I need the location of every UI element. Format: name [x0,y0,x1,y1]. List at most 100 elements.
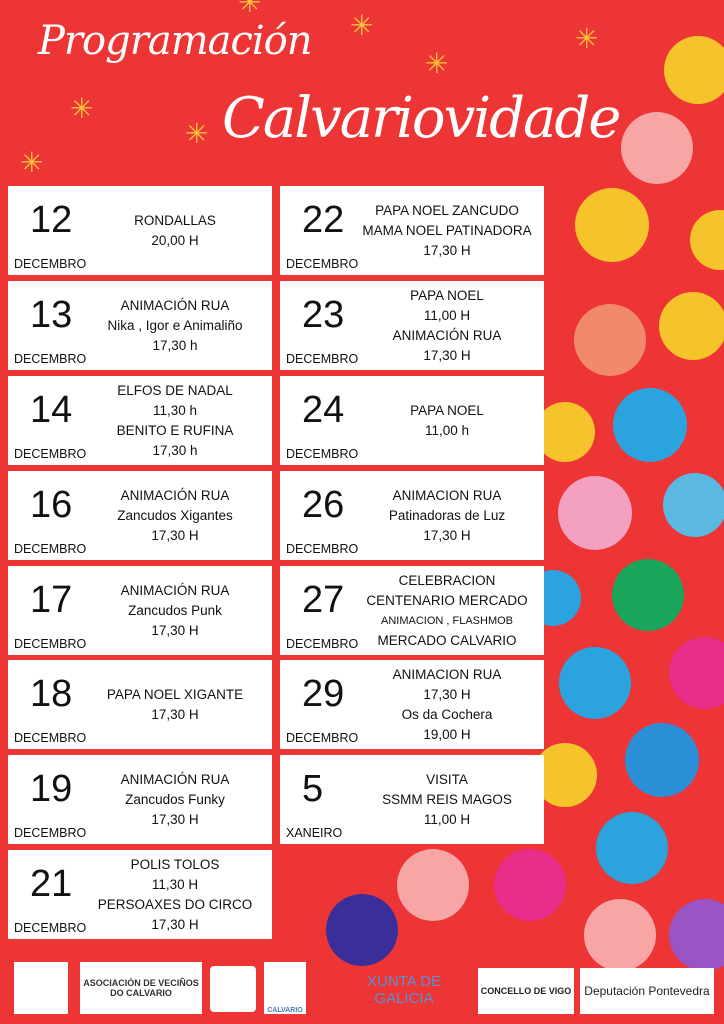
event-line: 17,30 H [423,347,471,363]
event-card: 17 DECEMBRO ANIMACIÓN RUA Zancudos Punk 17… [8,566,272,655]
event-day: 26 [302,484,345,526]
bauble-icon [663,473,724,537]
event-card: 29 DECEMBRO ANIMACION RUA 17,30 H Os da Co… [280,660,544,749]
title-line-2: Calvariovidade [222,86,621,151]
bauble-icon [596,812,668,884]
event-month: DECEMBRO [286,352,359,366]
event-line: POLIS TOLOS [130,856,220,872]
event-line: ANIMACION RUA [392,666,502,682]
event-month: DECEMBRO [286,542,359,556]
event-day: 14 [30,389,73,431]
event-card: 13 DECEMBRO ANIMACIÓN RUA Nika , Igor e A… [8,281,272,370]
event-line: ANIMACIÓN RUA [120,297,230,313]
event-line: ANIMACION , FLASHMOB [380,614,514,627]
event-card: 18 DECEMBRO PAPA NOEL XIGANTE 17,30 H [8,660,272,749]
deputacion-logo: Deputación Pontevedra [580,968,714,1014]
event-line: BENITO E RUFINA [116,422,234,438]
event-line: MERCADO CALVARIO [377,632,517,648]
event-line: Zancudos Xigantes [117,507,233,523]
event-month: DECEMBRO [286,447,359,461]
event-month: DECEMBRO [14,257,87,271]
event-card: 23 DECEMBRO PAPA NOEL 11,00 H ANIMACIÓN RU… [280,281,544,370]
event-month: DECEMBRO [286,257,359,271]
bauble-icon [625,723,699,797]
event-line: PAPA NOEL [410,402,484,418]
bauble-icon [584,899,656,971]
event-month: DECEMBRO [14,731,87,745]
event-line: 11,30 H [151,876,199,892]
event-month: XANEIRO [286,826,343,840]
event-card: 21 DECEMBRO POLIS TOLOS 11,30 H PERSOAXES … [8,850,272,939]
bauble-icon [533,743,597,807]
seal-logo [210,966,256,1012]
event-month: DECEMBRO [14,637,87,651]
event-details: CELEBRACION CENTENARIO MERCADO ANIMACION ,… [352,566,542,655]
bauble-icon [326,894,398,966]
event-details: ANIMACION RUA Patinadoras de Luz 17,30 H [352,471,542,560]
event-line: VISITA [426,771,468,787]
event-details: ANIMACIÓN RUA Zancudos Funky 17,30 H [80,755,270,844]
event-line: ANIMACIÓN RUA [120,487,230,503]
event-details: ELFOS DE NADAL 11,30 h BENITO E RUFINA 17,3… [80,376,270,465]
event-line: CENTENARIO MERCADO [366,592,528,608]
event-day: 13 [30,294,73,336]
event-details: PAPA NOEL 11,00 h [352,376,542,465]
event-month: DECEMBRO [286,637,359,651]
event-card: 5 XANEIRO VISITA SSMM REIS MAGOS 11,00 H [280,755,544,844]
event-day: 17 [30,579,73,621]
asociacion-logo: ASOCIACIÓN DE VECIÑOS DO CALVARIO [80,962,202,1014]
event-line: Nika , Igor e Animaliño [107,317,243,333]
event-line: 19,00 H [423,726,471,742]
event-line: 17,30 H [151,811,199,827]
calvario-logo: CALVARIO [264,962,306,1014]
event-details: ANIMACION RUA 17,30 H Os da Cochera 19,00 H [352,660,542,749]
event-card: 14 DECEMBRO ELFOS DE NADAL 11,30 h BENITO … [8,376,272,465]
event-card: 24 DECEMBRO PAPA NOEL 11,00 h [280,376,544,465]
event-line: Os da Cochera [401,706,493,722]
event-line: ANIMACIÓN RUA [120,771,230,787]
bauble-icon [535,402,595,462]
event-details: ANIMACIÓN RUA Zancudos Punk 17,30 H [80,566,270,655]
star-icon: ✳ [70,93,93,124]
event-line: PAPA NOEL XIGANTE [106,686,244,702]
event-details: PAPA NOEL XIGANTE 17,30 H [80,660,270,749]
event-card: 19 DECEMBRO ANIMACIÓN RUA Zancudos Funky 1… [8,755,272,844]
bauble-icon [612,559,684,631]
event-line: 17,30 H [151,916,199,932]
parish-logo [14,962,68,1014]
event-details: ANIMACIÓN RUA Zancudos Xigantes 17,30 H [80,471,270,560]
event-line: MAMA NOEL PATINADORA [362,222,532,238]
event-details: RONDALLAS 20,00 H [80,186,270,275]
event-month: DECEMBRO [14,826,87,840]
event-line: RONDALLAS [134,212,216,228]
bauble-icon [494,849,566,921]
event-day: 18 [30,673,73,715]
event-month: DECEMBRO [14,447,87,461]
title-line-1: Programación [38,18,313,64]
event-month: DECEMBRO [14,352,87,366]
event-card: 22 DECEMBRO PAPA NOEL ZANCUDO MAMA NOEL P… [280,186,544,275]
bauble-icon [669,899,724,971]
event-line: 11,00 h [424,422,470,438]
event-card: 12 DECEMBRO RONDALLAS 20,00 H [8,186,272,275]
star-icon: ✳ [185,118,208,149]
event-day: 23 [302,294,345,336]
event-line: 17,30 h [152,337,198,353]
star-icon: ✳ [425,48,448,79]
event-line: PAPA NOEL [410,287,484,303]
bauble-icon [659,292,724,360]
event-line: 17,30 H [423,242,471,258]
event-details: PAPA NOEL 11,00 H ANIMACIÓN RUA 17,30 H [352,281,542,370]
event-details: PAPA NOEL ZANCUDO MAMA NOEL PATINADORA 17,… [352,186,542,275]
event-line: ANIMACIÓN RUA [120,582,230,598]
event-line: PERSOAXES DO CIRCO [97,896,253,912]
event-day: 27 [302,579,345,621]
star-icon: ✳ [20,147,43,178]
event-day: 24 [302,389,345,431]
event-line: SSMM REIS MAGOS [382,791,512,807]
event-line: 20,00 H [151,232,199,248]
bauble-icon [558,476,632,550]
event-card: 16 DECEMBRO ANIMACIÓN RUA Zancudos Xigant… [8,471,272,560]
event-line: ANIMACIÓN RUA [392,327,502,343]
